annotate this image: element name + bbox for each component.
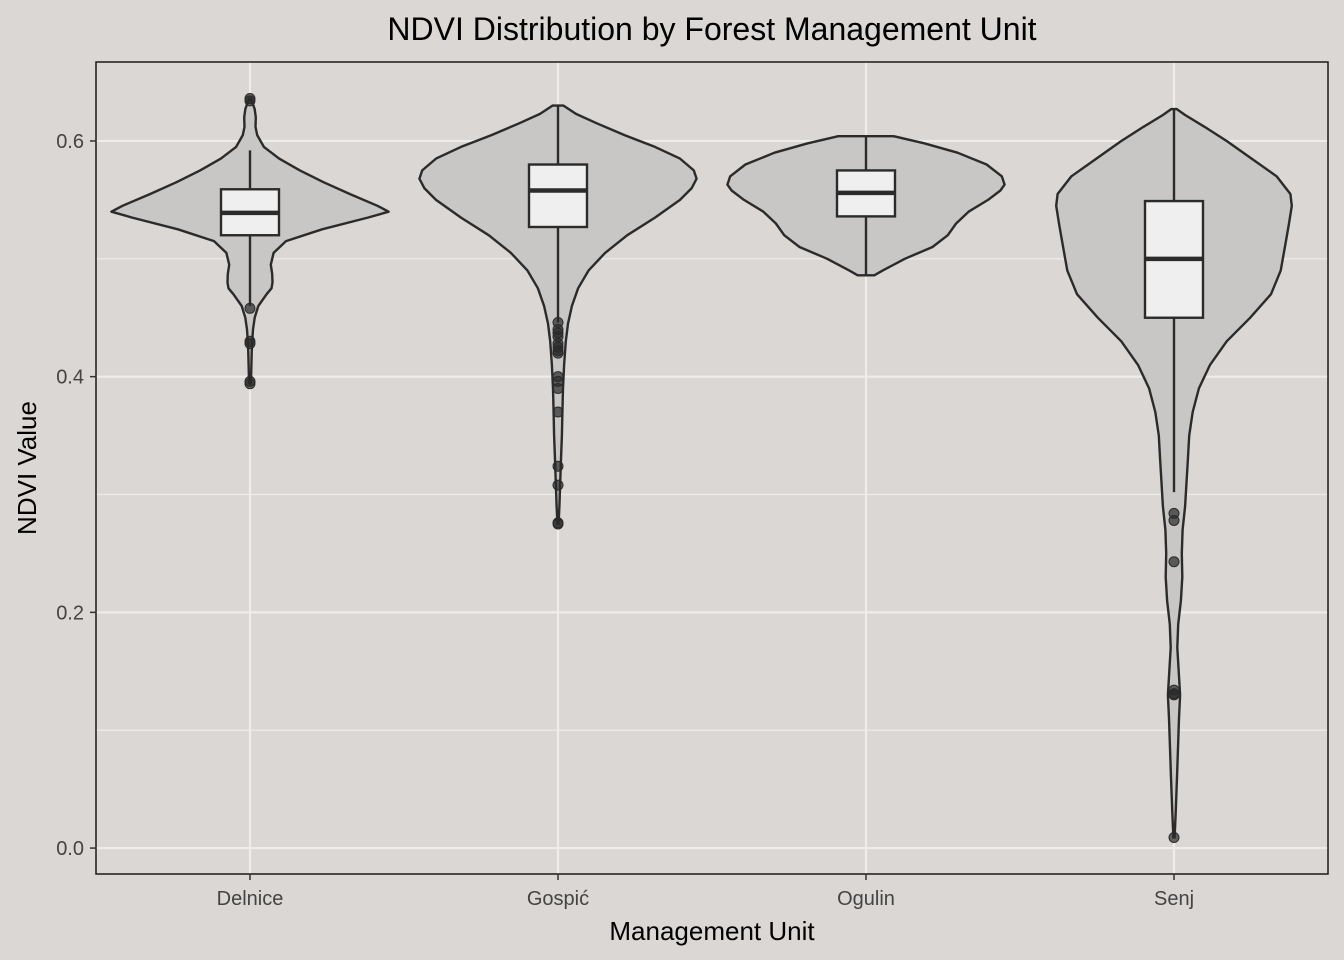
x-axis-ticks: Delnice Gospić Ogulin Senj (217, 874, 1194, 910)
x-tick-label: Senj (1154, 888, 1194, 910)
violin-group-ogulin (726, 135, 1006, 277)
y-tick-label: 0.4 (56, 367, 84, 389)
y-tick-label: 0.6 (56, 131, 84, 153)
x-tick-label: Gospić (527, 888, 589, 910)
chart-title: NDVI Distribution by Forest Management U… (387, 11, 1036, 47)
x-axis-title: Management Unit (609, 916, 815, 946)
outlier-point (1168, 514, 1180, 526)
y-axis-ticks: 0.0 0.2 0.4 0.6 (56, 131, 96, 860)
y-tick-label: 0.2 (56, 602, 84, 624)
outlier-point (1168, 831, 1180, 843)
outlier-point (244, 302, 256, 314)
violin-group-delnice (110, 93, 390, 390)
plot-border (95, 61, 1329, 875)
outlier-point (244, 378, 256, 390)
x-tick-label: Ogulin (837, 888, 895, 910)
x-tick-label: Delnice (217, 888, 284, 910)
violin-group-senj (1055, 107, 1293, 843)
outlier-point (552, 479, 564, 491)
outlier-point (1168, 556, 1180, 568)
y-axis-title: NDVI Value (12, 401, 42, 535)
outlier-point (244, 95, 256, 107)
iqr-box (527, 163, 589, 229)
outlier-point (552, 382, 564, 394)
outlier-point (244, 338, 256, 350)
violin-group-gospić (418, 104, 698, 530)
outlier-point (552, 518, 564, 530)
violins-layer (110, 93, 1293, 843)
outlier-point (552, 460, 564, 472)
y-tick-label: 0.0 (56, 838, 84, 860)
outlier-point (1168, 689, 1180, 701)
outlier-point (552, 347, 564, 359)
outlier-point (552, 406, 564, 418)
